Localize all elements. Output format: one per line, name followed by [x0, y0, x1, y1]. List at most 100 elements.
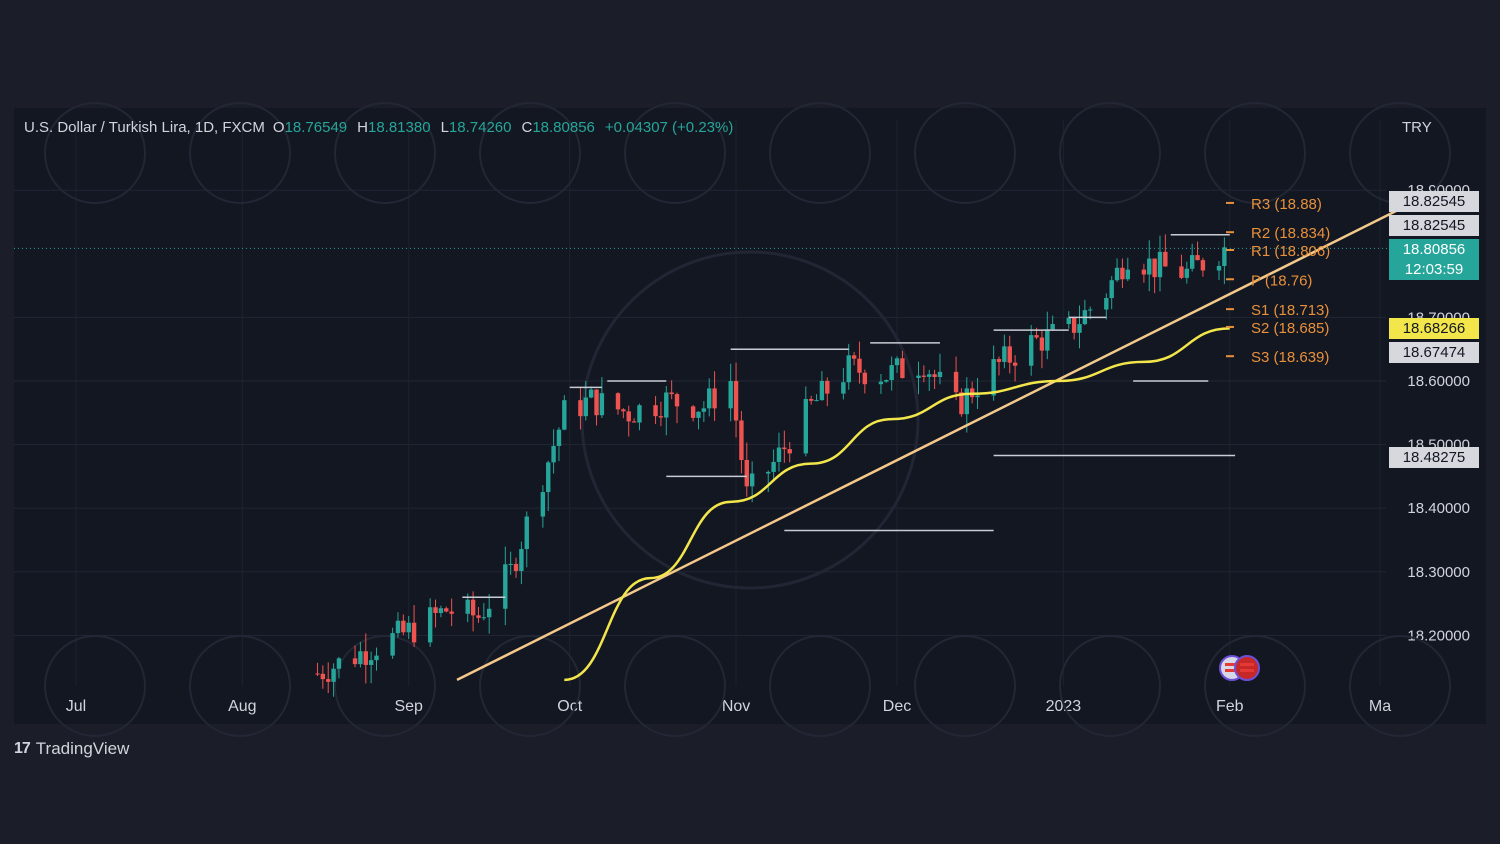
watermark-ring [1204, 102, 1306, 204]
x-tick-label: Feb [1216, 698, 1244, 715]
low-value: 18.74260 [448, 119, 512, 136]
candle-body [959, 392, 964, 415]
high-value: 18.81380 [367, 119, 431, 136]
x-tick-label: Dec [883, 698, 911, 715]
candle-body [374, 655, 379, 661]
candle-body [1050, 324, 1055, 330]
open-value: 18.76549 [284, 119, 348, 136]
candle-body [749, 473, 755, 487]
candle-body [358, 651, 363, 665]
candle-body [782, 447, 787, 450]
candle-body [937, 371, 943, 378]
chart-panel[interactable] [14, 108, 1486, 724]
watermark-ring [769, 102, 871, 204]
candle-body [733, 381, 739, 421]
candle-body [851, 355, 857, 359]
pivot-label: R1 (18.806) [1251, 243, 1330, 260]
candle-body [1141, 269, 1147, 275]
candle-body [578, 400, 583, 417]
candle-body [476, 615, 481, 618]
candle-body [1045, 329, 1050, 351]
price-badge-lower-2: 18.48275 [1389, 447, 1479, 468]
price-badge-upper-2: 18.82545 [1389, 215, 1479, 236]
trendline [456, 201, 1413, 682]
candle-body [744, 459, 749, 487]
symbol-name: U.S. Dollar / Turkish Lira, 1D, FXCM [24, 119, 265, 136]
candle-body [411, 622, 417, 643]
watermark-ring [334, 635, 436, 737]
watermark-ring [1204, 635, 1306, 737]
candle-body [395, 620, 401, 634]
watermark-ring [44, 635, 146, 737]
candle-body [1007, 346, 1012, 363]
x-tick-label: Oct [557, 698, 582, 715]
change-value: +0.04307 (+0.23%) [604, 119, 734, 136]
candle-body [1104, 298, 1109, 310]
candle-body [594, 389, 599, 416]
candle-body [900, 358, 905, 378]
x-tick-label: Nov [722, 698, 750, 715]
candle-body [707, 388, 712, 409]
moving-average-badge: 18.68266 [1389, 318, 1479, 339]
candle-body [669, 392, 674, 395]
candle-body [1034, 335, 1039, 338]
y-tick-label: 18.60000 [1407, 373, 1470, 390]
candle-body [546, 462, 551, 493]
countdown-badge: 12:03:59 [1389, 259, 1479, 280]
pivot-label: R3 (18.88) [1251, 196, 1322, 213]
candle-body [433, 607, 438, 614]
candle-body [932, 374, 937, 378]
candle-body [406, 622, 411, 633]
last-price-badge: 18.80856 [1389, 239, 1479, 260]
candle-body [653, 405, 658, 417]
candle-body [819, 380, 825, 401]
candle-body [444, 608, 449, 612]
moving-average-line [564, 327, 1230, 682]
symbol-header: U.S. Dollar / Turkish Lira, 1D, FXCM O 1… [24, 119, 733, 136]
watermark-ring [1059, 102, 1161, 204]
candle-body [363, 651, 368, 665]
candle-body [540, 492, 546, 517]
candle-body [825, 380, 830, 394]
candle-body [884, 380, 889, 382]
candle-body [470, 599, 476, 616]
candle-body [787, 449, 792, 454]
price-badge-upper-1: 18.82545 [1389, 191, 1479, 212]
watermark-ring [914, 635, 1016, 737]
candle-body [508, 563, 513, 565]
candle-body [953, 371, 959, 393]
currency-label[interactable]: TRY [1402, 119, 1432, 136]
x-tick-label: Sep [394, 698, 423, 715]
pivot-label: R2 (18.834) [1251, 225, 1330, 242]
candle-body [583, 397, 588, 417]
candle-body [1200, 260, 1206, 271]
candle-body [975, 395, 980, 398]
x-tick-label: Ma [1369, 698, 1391, 715]
candle-body [626, 411, 631, 422]
candle-body [1216, 265, 1222, 271]
candle-body [465, 599, 470, 614]
candle-body [921, 375, 927, 377]
flag-stripe-icon [1240, 663, 1254, 666]
candle-body [368, 660, 374, 665]
candle-body [674, 394, 680, 407]
tradingview-brand[interactable]: 17 TradingView [14, 739, 129, 759]
candle-body [664, 392, 669, 418]
candle-body [401, 620, 406, 633]
candle-body [690, 406, 696, 418]
candle-body [390, 633, 395, 656]
x-tick-label: Jul [66, 698, 86, 715]
candle-body [776, 447, 782, 462]
candle-body [331, 668, 336, 682]
candle-body [599, 393, 605, 416]
candle-body [701, 408, 707, 412]
flag-stripe-icon [1240, 669, 1254, 672]
y-tick-label: 18.30000 [1407, 564, 1470, 581]
low-label: L [440, 119, 449, 136]
candle-body [449, 611, 454, 614]
watermark-ring [189, 102, 291, 204]
candle-body [1184, 268, 1190, 278]
candle-body [621, 409, 626, 412]
candle-body [841, 382, 846, 394]
candle-body [1066, 317, 1071, 325]
